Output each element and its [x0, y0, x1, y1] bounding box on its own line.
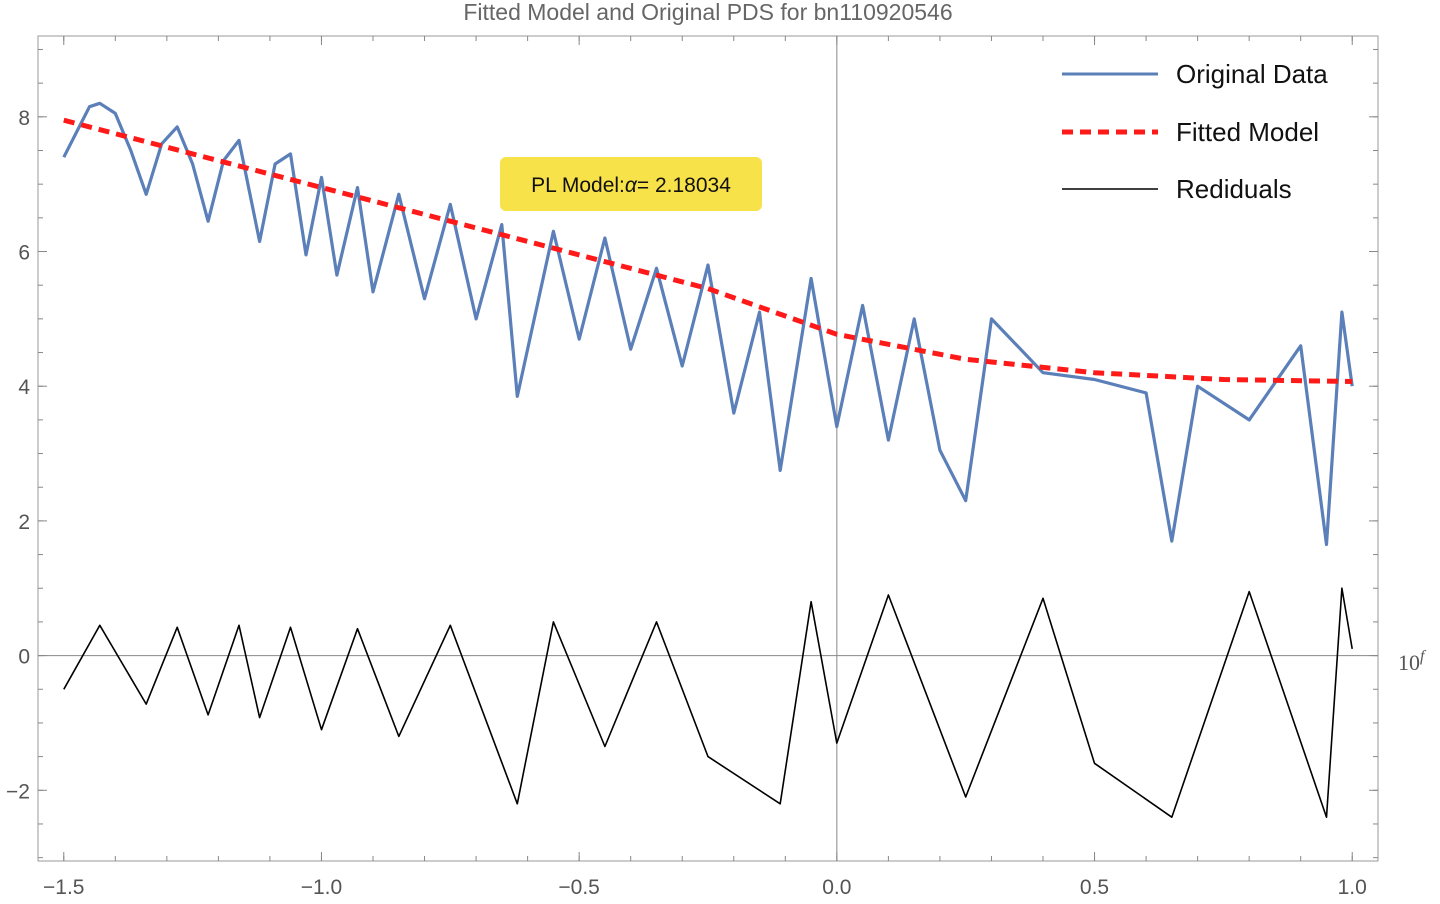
legend: Original Data Fitted Model Rediduals: [1062, 59, 1328, 204]
fitted-model-line: [63, 117, 1353, 384]
alpha-symbol: α: [625, 174, 638, 197]
plot-frame: [37, 35, 1379, 862]
ticks-layer: −1.5 −1.0 −0.5 0.0 0.5 1.0 −2 0 2 4 6 8: [6, 36, 1378, 899]
x-axis-label-superscript: f: [1420, 648, 1427, 665]
series-layer: [62, 101, 1354, 819]
legend-label-fitted: Fitted Model: [1176, 117, 1319, 147]
y-tick-label: 2: [18, 511, 30, 534]
x-tick-label: 1.0: [1338, 876, 1367, 899]
legend-label-original: Original Data: [1176, 59, 1328, 89]
x-tick-label: 0.0: [822, 876, 851, 899]
y-tick-label: −2: [6, 780, 30, 803]
original-data-line: [62, 101, 1354, 547]
x-tick-label: 0.5: [1080, 876, 1109, 899]
axes-layer: [38, 36, 1378, 861]
alpha-annotation: PL Model:α= 2.18034: [500, 157, 762, 211]
annotation-background: [500, 157, 762, 211]
x-tick-label: −0.5: [558, 876, 599, 899]
x-tick-label: −1.0: [301, 876, 342, 899]
annotation-text: PL Model:α= 2.18034: [531, 174, 731, 197]
legend-label-residuals: Rediduals: [1176, 174, 1292, 204]
x-tick-label: −1.5: [43, 876, 84, 899]
y-tick-label: 8: [18, 107, 30, 130]
x-axis-label: 10f: [1398, 648, 1427, 675]
residuals-line: [63, 587, 1353, 819]
y-tick-label: 4: [18, 376, 30, 399]
y-tick-label: 6: [18, 242, 30, 265]
y-tick-label: 0: [18, 646, 30, 669]
chart-title: Fitted Model and Original PDS for bn1109…: [463, 0, 952, 25]
